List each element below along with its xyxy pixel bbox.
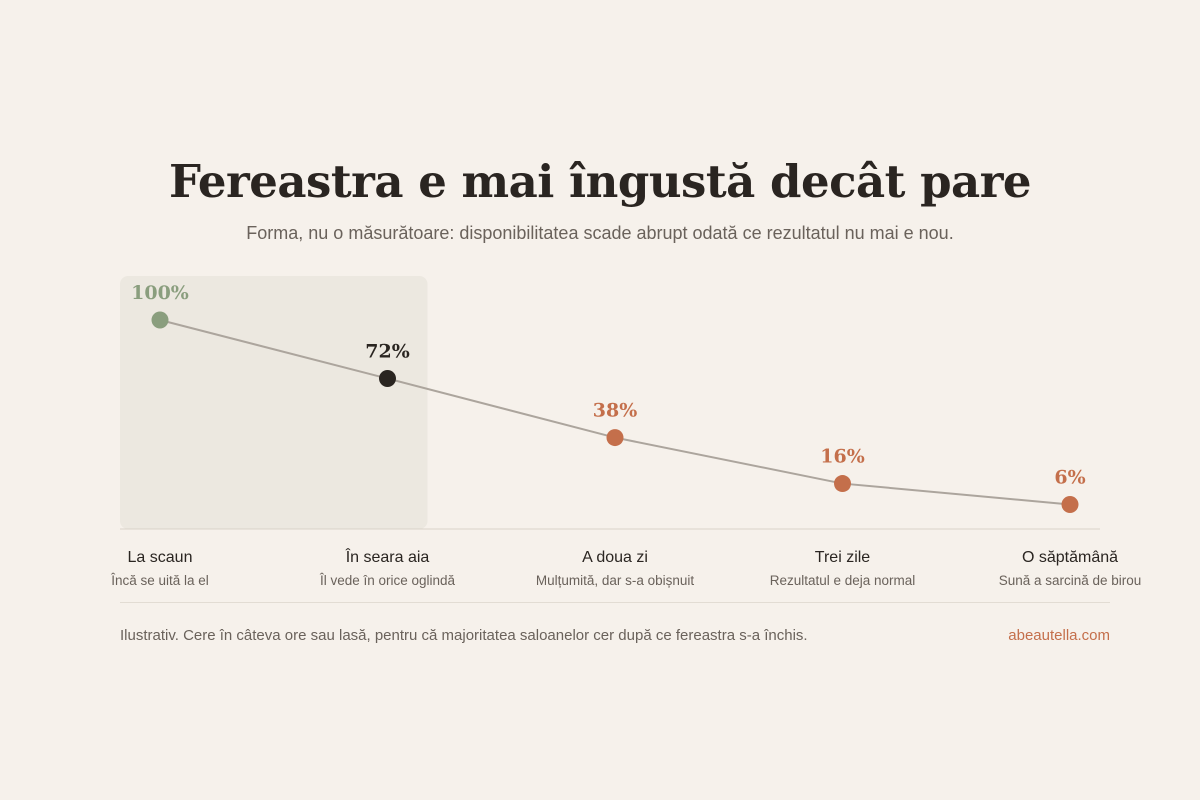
x-tick-note: Încă se uită la el [110,573,209,588]
x-tick-label: O săptămână [1022,549,1118,566]
data-label: 16% [820,446,865,468]
data-point [151,311,169,329]
source-link[interactable]: abeautella.com [1008,627,1110,644]
footnote: Ilustrativ. Cere în câteva ore sau lasă,… [120,627,808,644]
x-tick-note: Rezultatul e deja normal [770,573,916,588]
data-point [834,475,851,493]
x-tick-label: Trei zile [815,549,871,566]
chart-subtitle: Forma, nu o măsurătoare: disponibilitate… [246,223,954,243]
chart-title: Fereastra e mai îngustă decât pare [168,155,1032,208]
data-point [379,370,396,388]
x-tick-note: Mulțumită, dar s-a obișnuit [536,573,695,588]
data-label: 38% [593,400,638,422]
x-tick-label: La scaun [128,549,193,566]
x-tick-label: A doua zi [582,549,648,566]
x-tick-note: Îl vede în orice oglindă [319,573,456,588]
data-label: 72% [365,341,410,363]
data-label: 6% [1054,466,1085,488]
x-tick-label: În seara aia [345,547,430,566]
data-point [1061,495,1079,513]
x-tick-note: Sună a sarcină de birou [999,573,1142,588]
data-label: 100% [131,282,189,304]
data-point [606,429,624,447]
highlight-band [120,276,428,529]
footer-divider [120,602,1110,603]
